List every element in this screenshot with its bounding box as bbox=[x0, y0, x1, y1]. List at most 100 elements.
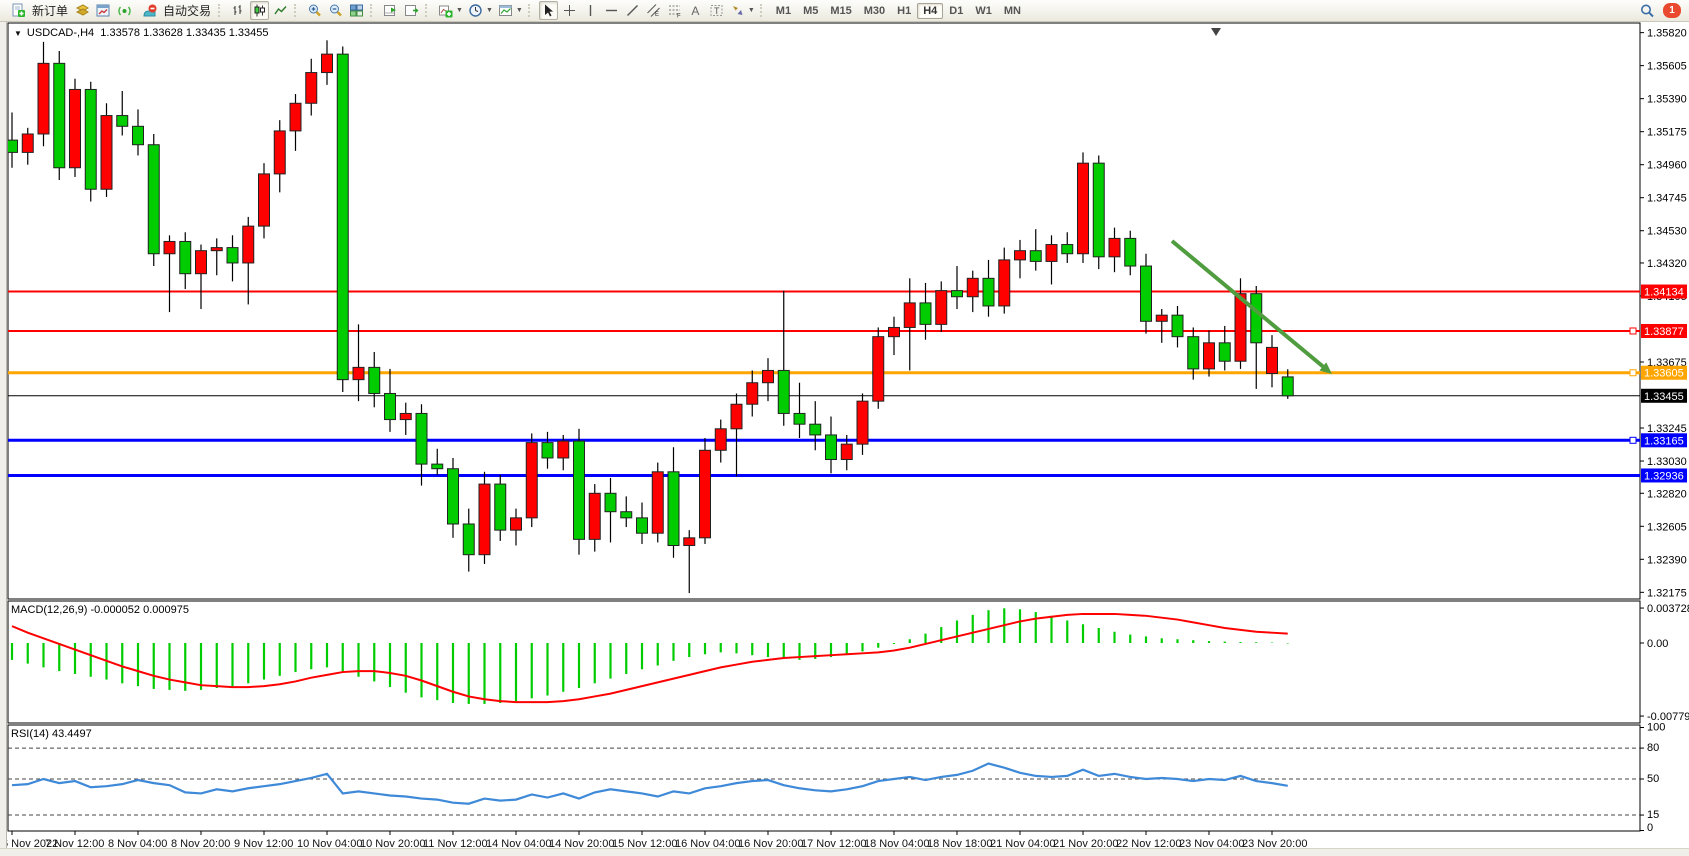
timeframe-H4[interactable]: H4 bbox=[917, 2, 944, 19]
time-tick-label: 22 Nov 12:00 bbox=[1116, 838, 1181, 850]
price-line-badge bbox=[1641, 284, 1687, 299]
timeframe-M15[interactable]: M15 bbox=[830, 4, 852, 17]
candle bbox=[258, 173, 270, 227]
candle bbox=[604, 492, 617, 513]
candle bbox=[1187, 336, 1200, 370]
status-strip bbox=[0, 848, 1689, 856]
timeframe-M5[interactable]: M5 bbox=[803, 4, 819, 17]
signals-icon[interactable] bbox=[115, 1, 134, 20]
trendline-icon[interactable] bbox=[623, 1, 642, 20]
candle bbox=[384, 392, 396, 421]
price-line-handle[interactable] bbox=[1629, 436, 1637, 444]
candle bbox=[1077, 162, 1089, 255]
time-tick-label: 16 Nov 04:00 bbox=[675, 838, 740, 850]
candle bbox=[195, 250, 207, 275]
indicators-icon[interactable] bbox=[436, 1, 455, 20]
notification-badge: 1 bbox=[1669, 5, 1675, 16]
timeframe-MN[interactable]: MN bbox=[1003, 4, 1021, 17]
timeframe-M1[interactable]: M1 bbox=[775, 4, 792, 17]
new-chart-icon[interactable] bbox=[94, 1, 113, 20]
svg-text:F: F bbox=[677, 14, 681, 19]
price-tick-label: 1.35820 bbox=[1647, 28, 1687, 40]
timeframe-D1[interactable]: D1 bbox=[949, 4, 964, 17]
price-line-handle[interactable] bbox=[1629, 369, 1637, 377]
candle bbox=[352, 366, 365, 381]
candlestick-chart-icon[interactable] bbox=[250, 1, 270, 20]
text-tool-icon[interactable]: A bbox=[691, 3, 700, 18]
candle bbox=[368, 366, 381, 394]
timeframe-W1[interactable]: W1 bbox=[975, 4, 992, 17]
candle bbox=[242, 225, 255, 264]
zoom-out-icon[interactable] bbox=[326, 1, 345, 20]
arrows-dropdown-icon[interactable]: ▼ bbox=[747, 7, 755, 14]
crosshair-icon[interactable] bbox=[560, 1, 579, 20]
candle bbox=[699, 449, 711, 539]
time-tick-label: 21 Nov 04:00 bbox=[990, 838, 1055, 850]
candle bbox=[116, 115, 129, 127]
chart-shift-marker-icon[interactable] bbox=[1211, 28, 1221, 36]
price-line-badge-label: 1.33605 bbox=[1644, 368, 1684, 380]
candle bbox=[966, 277, 979, 298]
candle bbox=[636, 517, 648, 534]
chart-title-dropdown-icon[interactable]: ▼ bbox=[14, 29, 22, 38]
candle bbox=[1218, 342, 1231, 362]
chart-shift-icon[interactable] bbox=[402, 1, 421, 20]
chart-canvas[interactable]: 1.35820 1.35605 1.35390 1.35175 1.34960 1.347… bbox=[0, 22, 1689, 855]
trend-arrow-head bbox=[1319, 362, 1332, 374]
candle bbox=[100, 115, 113, 190]
templates-dropdown-icon[interactable]: ▼ bbox=[515, 7, 523, 14]
candle bbox=[872, 336, 885, 402]
toolbar-grip bbox=[527, 4, 533, 17]
label-tool-icon[interactable]: T bbox=[707, 1, 726, 20]
cursor-icon[interactable] bbox=[538, 1, 558, 20]
notifications-icon[interactable]: 1 bbox=[1663, 3, 1681, 18]
indicators-dropdown-icon[interactable]: ▼ bbox=[456, 7, 463, 14]
candle bbox=[132, 125, 144, 146]
market-watch-icon[interactable] bbox=[73, 1, 92, 20]
line-chart-icon[interactable] bbox=[271, 1, 290, 20]
new-order-button[interactable]: 新订单 bbox=[4, 0, 72, 22]
price-tick-label: 1.34530 bbox=[1647, 226, 1687, 238]
equidistant-channel-icon[interactable]: E bbox=[644, 1, 663, 20]
fibonacci-icon[interactable]: F bbox=[665, 1, 684, 20]
candle bbox=[903, 302, 916, 328]
auto-scroll-icon[interactable] bbox=[381, 1, 400, 20]
candle bbox=[226, 247, 239, 264]
timeframe-H1[interactable]: H1 bbox=[897, 4, 912, 17]
candle bbox=[762, 369, 774, 384]
candle bbox=[447, 468, 459, 525]
price-line-badge-label: 1.32936 bbox=[1644, 470, 1684, 482]
time-tick-label: 16 Nov 20:00 bbox=[738, 838, 803, 850]
search-icon[interactable] bbox=[1637, 1, 1656, 20]
time-tick-label: 14 Nov 20:00 bbox=[549, 838, 614, 850]
price-tick-label: 1.33030 bbox=[1647, 456, 1687, 468]
periods-icon[interactable] bbox=[466, 1, 485, 20]
autotrade-icon bbox=[140, 1, 159, 20]
vertical-line-icon[interactable] bbox=[581, 1, 600, 20]
rsi-axis-label: 80 bbox=[1647, 742, 1659, 754]
tile-windows-icon[interactable] bbox=[347, 1, 366, 20]
arrows-tool-icon[interactable] bbox=[728, 1, 747, 20]
trend-arrow[interactable] bbox=[1170, 239, 1328, 371]
candle bbox=[840, 443, 853, 461]
macd-group bbox=[10, 608, 1289, 704]
price-lines-group bbox=[8, 290, 1640, 477]
candle bbox=[84, 88, 97, 190]
bar-chart-icon[interactable] bbox=[229, 1, 248, 20]
candle bbox=[478, 483, 491, 556]
price-axis[interactable]: 1.35820 1.35605 1.35390 1.35175 1.34960 1.347… bbox=[1640, 28, 1689, 834]
macd-name: MACD(12,26,9) bbox=[11, 604, 88, 616]
horizontal-line-icon[interactable] bbox=[602, 1, 621, 20]
rsi-axis-label: 0 bbox=[1647, 822, 1653, 834]
time-tick-label: 23 Nov 04:00 bbox=[1179, 838, 1244, 850]
timeframe-M30[interactable]: M30 bbox=[863, 4, 886, 17]
price-line-handle[interactable] bbox=[1629, 327, 1637, 335]
zoom-in-icon[interactable] bbox=[305, 1, 324, 20]
candle bbox=[1045, 244, 1058, 262]
periods-dropdown-icon[interactable]: ▼ bbox=[485, 7, 493, 14]
autotrade-button[interactable]: 自动交易 bbox=[135, 0, 215, 22]
templates-icon[interactable] bbox=[496, 1, 515, 20]
candle bbox=[179, 240, 192, 275]
time-tick-label: 23 Nov 20:00 bbox=[1242, 838, 1307, 850]
